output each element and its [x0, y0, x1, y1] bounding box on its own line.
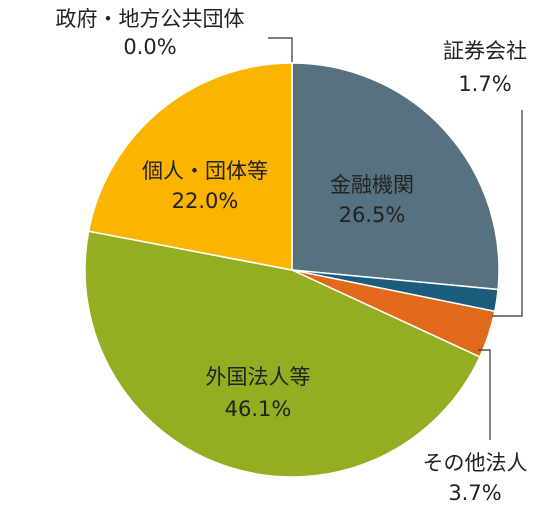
pie-slice [291, 62, 500, 291]
slice-label: 個人・団体等 [142, 159, 268, 183]
pie-slice [84, 230, 481, 478]
leader-line [478, 349, 491, 440]
leader-line [268, 37, 293, 62]
slice-label: 金融機関 [330, 173, 414, 197]
value-label: 46.1% [225, 397, 292, 421]
value-label: 22.0% [172, 189, 239, 213]
value-label: 3.7% [448, 481, 501, 505]
value-label: 0.0% [123, 35, 176, 59]
slice-label: 政府・地方公共団体 [56, 7, 245, 31]
slice-label: 証券会社 [443, 39, 527, 63]
value-label: 26.5% [339, 203, 406, 227]
pie-slice [87, 62, 293, 271]
value-label: 1.7% [458, 72, 511, 96]
slice-label: 外国法人等 [206, 365, 311, 389]
slice-label: その他法人 [423, 451, 528, 475]
leader-line [492, 110, 523, 317]
